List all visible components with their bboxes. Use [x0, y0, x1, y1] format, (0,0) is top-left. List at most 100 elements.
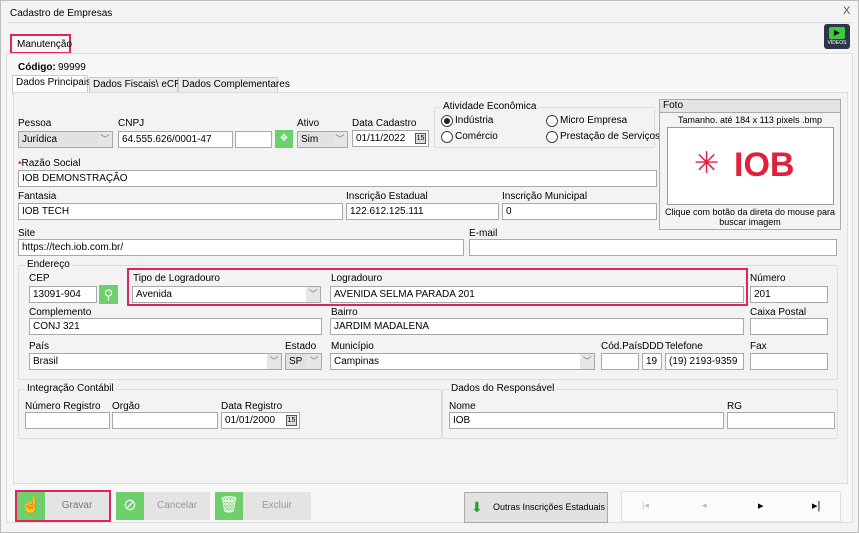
email-label: E-mail [469, 228, 498, 239]
orgao-input[interactable] [112, 412, 218, 429]
integracao-group: Integração Contábil [18, 383, 442, 439]
trash-icon: 🗑 [215, 492, 243, 520]
calendar-icon[interactable]: 15 [415, 133, 426, 144]
fax-input[interactable] [750, 353, 828, 370]
fantasia-input[interactable]: IOB TECH [18, 203, 343, 220]
foto-size-hint: Tamanho. até 184 x 113 pixels .bmp [678, 115, 822, 125]
cnpj-extra-input[interactable] [235, 131, 272, 148]
record-navigator: |◂ ◂ ▸ ▸| [621, 491, 841, 522]
ativo-label: Ativo [297, 118, 320, 129]
endereco-label: Endereço [25, 259, 72, 271]
pessoa-select[interactable]: Jurídica ﹀ [18, 131, 113, 148]
atividade-label: Atividade Econômica [441, 101, 539, 113]
videos-label: VÍDEOS [827, 40, 847, 46]
complemento-input[interactable]: CONJ 321 [29, 318, 322, 335]
municipio-select[interactable]: Campinas ﹀ [330, 353, 595, 370]
outras-inscricoes-button[interactable]: ⬇ Outras Inscrições Estaduais [464, 492, 608, 523]
sparkle-icon: ✳ [694, 147, 720, 180]
razao-social-input[interactable]: IOB DEMONSTRAÇÃO [18, 170, 657, 187]
chevron-down-icon: ﹀ [267, 354, 281, 369]
window-title: Cadastro de Empresas [10, 8, 113, 19]
numero-input[interactable]: 201 [750, 286, 828, 303]
tab-manutencao[interactable]: Manutenção [10, 34, 73, 54]
fax-label: Fax [750, 341, 767, 352]
atividade-group: Atividade Econômica Indústria Micro Empr… [434, 101, 660, 148]
next-record-button[interactable]: ▸ [758, 500, 764, 512]
cep-input[interactable]: 13091-904 [29, 286, 97, 303]
tab-dados-fiscais[interactable]: Dados Fiscais\ eCRM [89, 77, 190, 93]
municipio-label: Município [331, 341, 374, 352]
nome-input[interactable]: IOB [449, 412, 724, 429]
logradouro-label: Logradouro [331, 273, 383, 284]
logradouro-input[interactable]: AVENIDA SELMA PARADA 201 [330, 286, 744, 303]
fantasia-label: Fantasia [18, 191, 57, 202]
prev-record-button[interactable]: ◂ [702, 500, 707, 510]
gravar-label: Gravar [61, 500, 93, 511]
data-cadastro-input[interactable]: 01/11/2022 15 [352, 130, 429, 147]
complemento-label: Complemento [29, 307, 92, 318]
numero-label: Número [750, 273, 786, 284]
cnpj-label: CNPJ [118, 118, 145, 129]
inscricao-municipal-label: Inscrição Municipal [502, 191, 588, 202]
cod-pais-input[interactable] [601, 353, 639, 370]
radio-micro-empresa[interactable]: Micro Empresa [546, 115, 627, 127]
search-icon[interactable]: ⚲ [99, 285, 118, 304]
rg-input[interactable] [727, 412, 835, 429]
razao-social-label: Razão Social [21, 158, 81, 169]
tab-dados-complementares[interactable]: Dados Complementares [178, 77, 290, 93]
radio-prestacao-servicos[interactable]: Prestação de Serviços [546, 131, 660, 143]
tipo-logradouro-label: Tipo de Logradouro [133, 273, 220, 284]
codigo-value: 99999 [58, 62, 86, 73]
codigo-label: Código: [18, 62, 56, 73]
last-record-button[interactable]: ▸| [812, 500, 821, 512]
receita-lookup-button[interactable]: ❖ [275, 130, 293, 148]
radio-comercio[interactable]: Comércio [441, 131, 498, 143]
numero-registro-input[interactable] [25, 412, 110, 429]
tipo-logradouro-select[interactable]: Avenida ﹀ [132, 286, 321, 303]
foto-image[interactable]: ✳ IOB [667, 127, 834, 205]
chevron-down-icon: ﹀ [333, 132, 347, 147]
site-input[interactable]: https://tech.iob.com.br/ [18, 239, 464, 256]
inscricao-estadual-label: Inscrição Estadual [346, 191, 428, 202]
foto-group: Foto Tamanho. até 184 x 113 pixels .bmp … [659, 99, 841, 230]
ativo-select[interactable]: Sim ﹀ [297, 131, 348, 148]
cod-pais-label: Cód.País [601, 341, 643, 352]
close-button[interactable]: X [843, 5, 851, 17]
foto-caption: Clique com botão da direta do mouse para… [664, 207, 836, 227]
integracao-label: Integração Contábil [25, 383, 116, 395]
data-registro-input[interactable]: 01/01/2000 15 [221, 412, 300, 429]
chevron-down-icon: ﹀ [98, 132, 112, 147]
caixa-postal-input[interactable] [750, 318, 828, 335]
gravar-button[interactable]: ☝ Gravar [15, 490, 111, 522]
caixa-postal-label: Caixa Postal [750, 307, 807, 318]
ddd-label: DDD [642, 341, 664, 352]
download-document-icon: ⬇ [471, 499, 483, 515]
email-input[interactable] [469, 239, 837, 256]
tab-manutencao-label: Manutenção [17, 39, 73, 50]
cep-label: CEP [29, 273, 50, 284]
estado-select[interactable]: SP ﹀ [285, 353, 322, 370]
ddd-input[interactable]: 19 [642, 353, 662, 370]
radio-industria[interactable]: Indústria [441, 115, 493, 127]
inscricao-estadual-input[interactable]: 122.612.125.111 [346, 203, 499, 220]
orgao-label: Orgão [112, 401, 140, 412]
chevron-down-icon: ﹀ [307, 354, 321, 369]
logradouro-highlight [127, 268, 748, 306]
outras-inscricoes-label: Outras Inscrições Estaduais [493, 502, 606, 512]
cancelar-button[interactable]: ⊘ Cancelar [116, 492, 210, 520]
inscricao-municipal-input[interactable]: 0 [502, 203, 657, 220]
first-record-button[interactable]: |◂ [642, 500, 649, 510]
play-icon: ▶ [829, 27, 845, 39]
tab-dados-principais[interactable]: Dados Principais [12, 75, 91, 94]
telefone-input[interactable]: (19) 2193-9359 [665, 353, 744, 370]
data-registro-label: Data Registro [221, 401, 283, 412]
videos-button[interactable]: ▶ VÍDEOS [824, 24, 850, 49]
bairro-input[interactable]: JARDIM MADALENA [330, 318, 744, 335]
cancel-document-icon: ⊘ [116, 492, 144, 520]
pais-select[interactable]: Brasil ﹀ [29, 353, 282, 370]
cnpj-input[interactable]: 64.555.626/0001-47 [118, 131, 233, 148]
nome-label: Nome [449, 401, 476, 412]
calendar-icon[interactable]: 15 [286, 415, 297, 426]
excluir-button[interactable]: 🗑 Excluir [215, 492, 311, 520]
pais-label: País [29, 341, 50, 352]
